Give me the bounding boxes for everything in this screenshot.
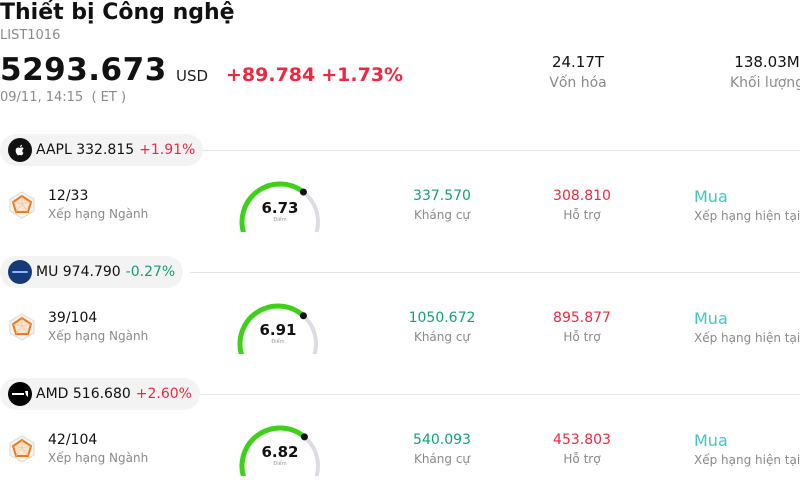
stock-detail-row[interactable]: 12/33 Xếp hạng Ngành 6.73 Điểm 337.570 Kháng … bbox=[0, 180, 800, 240]
section-divider bbox=[190, 394, 800, 395]
score-gauge: 6.82 Điểm bbox=[238, 424, 328, 476]
stock-detail-row[interactable]: 42/104 Xếp hạng Ngành 6.82 Điểm 540.093 Kháng… bbox=[0, 424, 800, 484]
gauge-fill bbox=[237, 303, 306, 354]
score-gauge: 6.91 Điểm bbox=[236, 302, 326, 354]
score-value: 6.73 bbox=[261, 199, 299, 217]
market-cap-label: Vốn hóa bbox=[549, 75, 607, 91]
resistance-metric: 540.093 Kháng cự bbox=[392, 432, 492, 466]
volume-label: Khối lượng bbox=[729, 75, 800, 91]
current-rating: Mua Xếp hạng hiện tại bbox=[694, 187, 800, 223]
support-value: 895.877 bbox=[553, 310, 611, 326]
stock-detail-row[interactable]: 39/104 Xếp hạng Ngành 6.91 Điểm 1050.672 Khán… bbox=[0, 302, 800, 362]
score-value: 6.82 bbox=[261, 443, 299, 461]
section-divider bbox=[190, 272, 800, 273]
micron-logo-icon bbox=[8, 260, 32, 284]
score-label: Điểm bbox=[273, 217, 287, 223]
index-change: +89.784 +1.73% bbox=[226, 64, 409, 86]
support-value: 453.803 bbox=[553, 432, 611, 448]
ticker-change: -0.27% bbox=[125, 264, 176, 280]
industry-rank-value: 12/33 bbox=[48, 188, 89, 204]
resistance-label: Kháng cự bbox=[413, 330, 471, 344]
rating-value: Mua bbox=[694, 187, 728, 206]
section-divider bbox=[190, 150, 800, 151]
industry-rank-label: Xếp hạng Ngành bbox=[48, 329, 149, 343]
currency-label: USD bbox=[176, 67, 209, 85]
resistance-label: Kháng cự bbox=[413, 208, 471, 222]
industry-rank-icon bbox=[9, 191, 35, 219]
resistance-value: 540.093 bbox=[413, 432, 471, 448]
resistance-value: 337.570 bbox=[413, 188, 471, 204]
gauge-fill bbox=[239, 425, 307, 476]
ticker-chip[interactable]: AAPL 332.815 +1.91% bbox=[0, 134, 204, 166]
index-price: 5293.673 bbox=[0, 52, 167, 88]
rating-value: Mua bbox=[694, 431, 728, 450]
ticker-chip[interactable]: AMD 516.680 +2.60% bbox=[0, 378, 200, 410]
industry-rank-value: 42/104 bbox=[48, 432, 98, 448]
score-label: Điểm bbox=[273, 461, 287, 467]
support-label: Hỗ trợ bbox=[563, 452, 601, 466]
volume-stat: 138.03M Khối lượng bbox=[722, 53, 800, 91]
ticker-symbol-price: MU 974.790 bbox=[36, 264, 121, 280]
ticker-chip[interactable]: MU 974.790 -0.27% bbox=[0, 256, 184, 288]
industry-rank-icon bbox=[9, 435, 35, 463]
page-title: Thiết bị Công nghệ bbox=[0, 0, 235, 25]
score-label: Điểm bbox=[271, 339, 285, 345]
ticker-change: +1.91% bbox=[139, 142, 196, 158]
resistance-metric: 337.570 Kháng cự bbox=[392, 188, 492, 222]
rating-label: Xếp hạng hiện tại bbox=[694, 209, 800, 223]
rating-value: Mua bbox=[694, 309, 728, 328]
industry-rank-label: Xếp hạng Ngành bbox=[48, 451, 149, 465]
industry-rank-label: Xếp hạng Ngành bbox=[48, 207, 149, 221]
support-metric: 895.877 Hỗ trợ bbox=[532, 310, 632, 344]
market-cap-value: 24.17T bbox=[551, 53, 605, 71]
support-metric: 453.803 Hỗ trợ bbox=[532, 432, 632, 466]
apple-logo-icon bbox=[8, 138, 32, 162]
gauge-marker bbox=[299, 312, 307, 320]
ticker-symbol-price: AMD 516.680 bbox=[36, 386, 131, 402]
support-label: Hỗ trợ bbox=[563, 208, 601, 222]
gauge-fill bbox=[239, 181, 306, 232]
score-value: 6.91 bbox=[259, 321, 297, 339]
gauge-marker bbox=[300, 433, 308, 441]
market-cap-stat: 24.17T Vốn hóa bbox=[538, 53, 618, 91]
rating-label: Xếp hạng hiện tại bbox=[694, 453, 800, 467]
industry-rank-value: 39/104 bbox=[48, 310, 98, 326]
resistance-value: 1050.672 bbox=[408, 310, 476, 326]
ticker-change: +2.60% bbox=[135, 386, 192, 402]
resistance-label: Kháng cự bbox=[413, 452, 471, 466]
list-code: LIST1016 bbox=[0, 28, 61, 43]
gauge-marker bbox=[299, 188, 307, 196]
support-label: Hỗ trợ bbox=[563, 330, 601, 344]
score-gauge: 6.73 Điểm bbox=[238, 180, 328, 232]
change-percent: +1.73% bbox=[321, 64, 404, 86]
support-value: 308.810 bbox=[553, 188, 611, 204]
industry-rank-icon bbox=[9, 313, 35, 341]
support-metric: 308.810 Hỗ trợ bbox=[532, 188, 632, 222]
current-rating: Mua Xếp hạng hiện tại bbox=[694, 309, 800, 345]
resistance-metric: 1050.672 Kháng cự bbox=[392, 310, 492, 344]
rating-label: Xếp hạng hiện tại bbox=[694, 331, 800, 345]
ticker-symbol-price: AAPL 332.815 bbox=[36, 142, 135, 158]
change-absolute: +89.784 bbox=[226, 64, 316, 86]
timestamp: 09/11, 14:15 ( ET ) bbox=[0, 90, 127, 105]
current-rating: Mua Xếp hạng hiện tại bbox=[694, 431, 800, 467]
volume-value: 138.03M bbox=[734, 53, 800, 71]
amd-logo-icon bbox=[8, 382, 32, 406]
